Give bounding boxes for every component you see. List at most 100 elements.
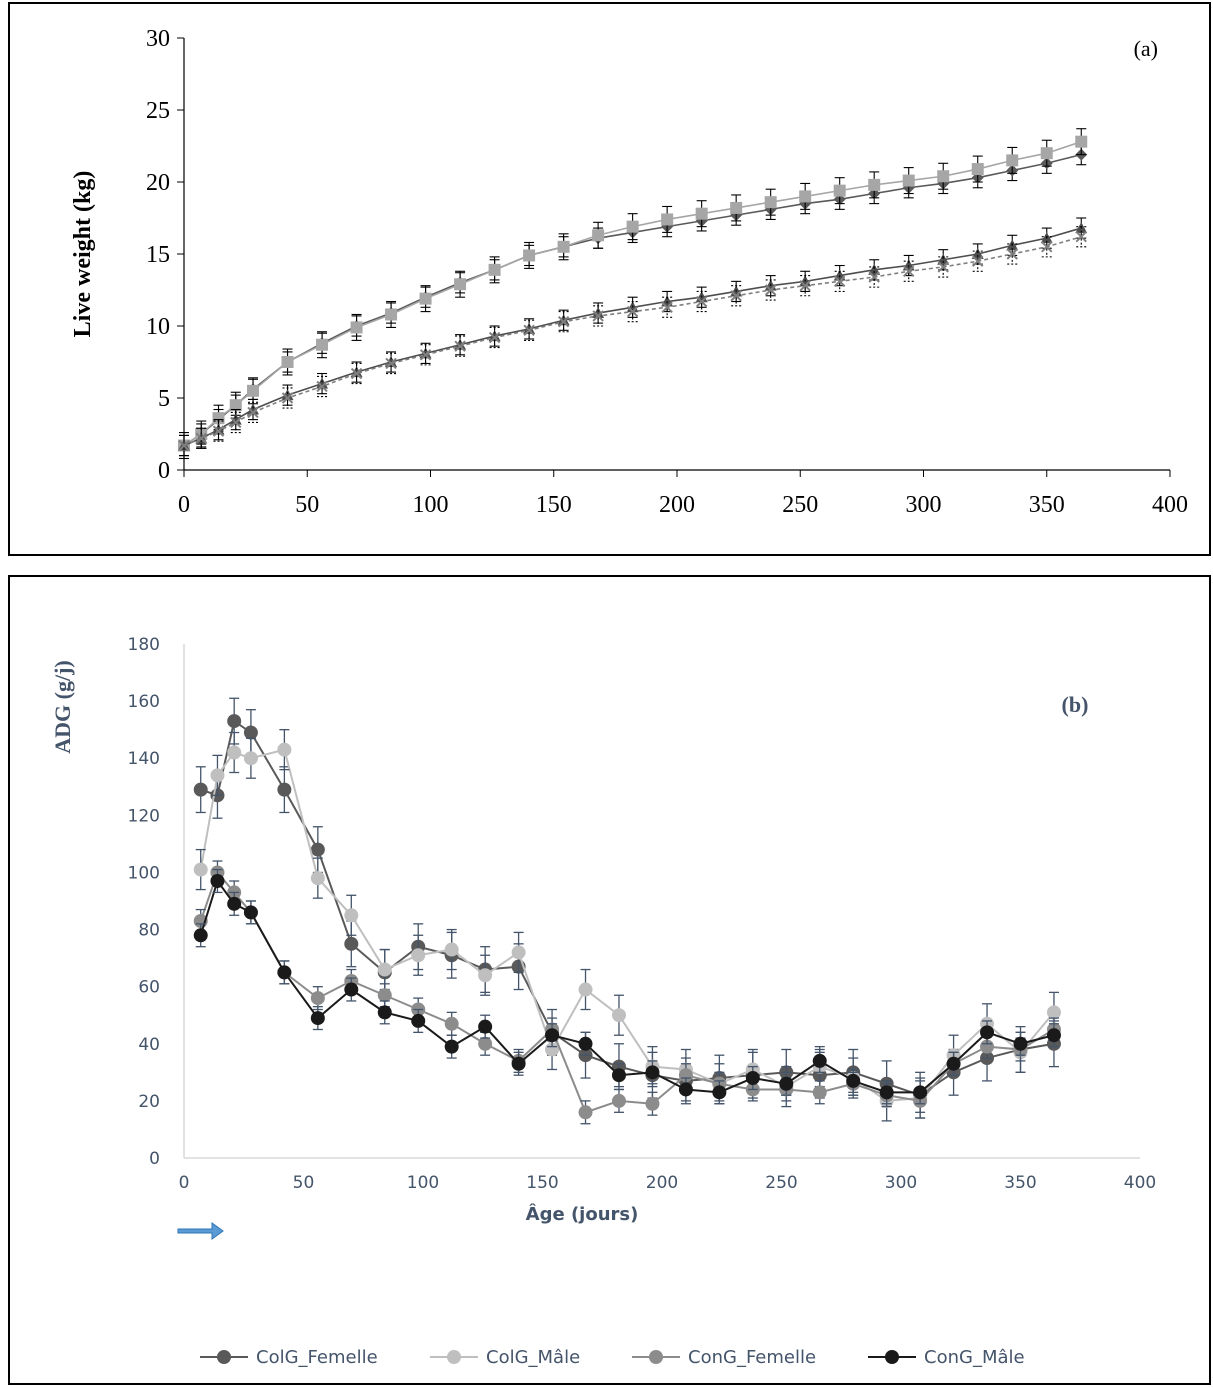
data-point xyxy=(316,338,329,351)
data-point xyxy=(626,220,639,233)
data-point xyxy=(488,331,501,344)
y-tick-label: 20 xyxy=(146,170,170,196)
data-point xyxy=(229,399,242,412)
y-tick-label: 80 xyxy=(138,921,160,941)
data-point xyxy=(868,271,880,283)
data-point xyxy=(377,962,392,977)
data-point xyxy=(411,1013,426,1028)
data-point xyxy=(277,965,292,980)
data-point xyxy=(523,249,536,262)
legend-marker xyxy=(885,1350,899,1364)
x-tick-label: 400 xyxy=(1124,1173,1156,1193)
y-tick-label: 0 xyxy=(158,458,170,484)
y-tick-label: 25 xyxy=(146,98,170,124)
data-point xyxy=(277,782,292,797)
data-point xyxy=(578,1036,593,1051)
data-point xyxy=(444,1016,459,1031)
legend-marker xyxy=(447,1350,461,1364)
data-point xyxy=(868,263,881,275)
y-tick-label: 20 xyxy=(138,1092,160,1112)
data-point xyxy=(779,1076,794,1091)
chart-panel-a: 0 5 10 15 20 25 30 0 50 100 150 200 250 300 350 400 Live… xyxy=(8,2,1211,556)
data-point xyxy=(1075,135,1088,148)
data-point xyxy=(902,174,915,187)
y-tick-label: 15 xyxy=(146,242,170,268)
series-group xyxy=(193,697,1061,1119)
x-tick-label: 50 xyxy=(293,1173,315,1193)
y-tick-label: 100 xyxy=(128,863,160,883)
data-point xyxy=(310,1011,325,1026)
data-point xyxy=(1006,248,1018,260)
data-point xyxy=(511,1056,526,1071)
x-tick-label: 150 xyxy=(536,492,572,518)
legend-item: ColG_Mâle xyxy=(430,1347,580,1368)
data-point xyxy=(557,240,570,253)
data-point xyxy=(511,945,526,960)
data-point xyxy=(678,1082,693,1097)
data-point xyxy=(903,265,915,277)
data-point xyxy=(377,1005,392,1020)
data-point xyxy=(611,1093,626,1108)
data-point xyxy=(557,315,570,328)
y-tick-label: 120 xyxy=(128,806,160,826)
data-point xyxy=(1075,231,1087,243)
data-point xyxy=(344,982,359,997)
data-point xyxy=(812,1053,827,1068)
x-tick-label: 250 xyxy=(782,492,818,518)
data-point xyxy=(611,1008,626,1023)
series-line xyxy=(183,140,1082,447)
data-point xyxy=(281,392,294,404)
data-point xyxy=(661,301,673,313)
data-point xyxy=(350,367,363,380)
data-point xyxy=(645,1065,660,1080)
data-point xyxy=(1040,147,1053,160)
data-point xyxy=(712,1085,727,1100)
data-point xyxy=(377,988,392,1003)
data-point xyxy=(385,308,398,321)
data-point xyxy=(247,406,259,419)
legend-label: ConG_Femelle xyxy=(688,1347,816,1368)
data-point xyxy=(592,310,604,322)
data-point xyxy=(946,1056,961,1071)
panel-label: (b) xyxy=(1062,692,1089,717)
data-point xyxy=(193,928,208,943)
data-point xyxy=(281,389,294,401)
data-point xyxy=(523,324,535,337)
legend-label: ColG_Mâle xyxy=(486,1347,580,1368)
data-point xyxy=(980,1025,995,1040)
data-point xyxy=(971,163,984,176)
x-tick-label: 100 xyxy=(413,492,449,518)
data-point xyxy=(227,714,242,729)
arrow-icon xyxy=(177,1222,224,1240)
data-point xyxy=(764,284,777,296)
data-point xyxy=(444,942,459,957)
data-point xyxy=(1013,1036,1028,1051)
legend-label: ConG_Mâle xyxy=(924,1347,1025,1368)
data-point xyxy=(578,1105,593,1120)
data-point xyxy=(478,968,493,983)
x-tick-label: 0 xyxy=(179,1173,190,1193)
series-group xyxy=(178,217,1088,457)
data-point xyxy=(1006,154,1019,167)
series-line xyxy=(199,878,1055,1094)
data-point xyxy=(661,213,674,226)
data-point xyxy=(212,425,225,437)
data-point xyxy=(316,380,328,393)
data-point xyxy=(745,1071,760,1086)
x-tick-label: 50 xyxy=(295,492,319,518)
data-point xyxy=(488,263,501,276)
data-point xyxy=(227,896,242,911)
series-group xyxy=(178,128,1088,460)
x-tick-label: 300 xyxy=(906,492,942,518)
data-point xyxy=(592,229,605,242)
data-point xyxy=(316,377,329,389)
data-point xyxy=(310,991,325,1006)
data-point xyxy=(350,321,363,334)
data-point xyxy=(310,871,325,886)
data-point xyxy=(846,1073,861,1088)
data-point xyxy=(444,1039,459,1054)
data-point xyxy=(243,751,258,766)
data-point xyxy=(193,782,208,797)
data-point xyxy=(730,201,743,214)
data-point xyxy=(281,356,294,368)
